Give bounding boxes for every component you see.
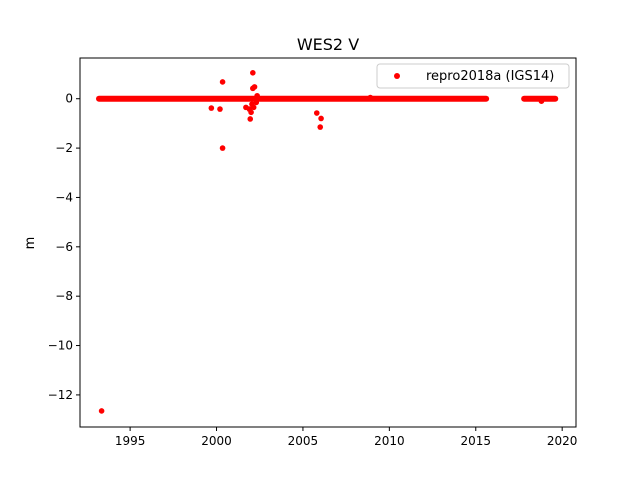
y-tick-label: −12 bbox=[48, 388, 73, 402]
plot-frame bbox=[79, 57, 577, 428]
dense-data-band bbox=[521, 95, 559, 102]
data-point bbox=[248, 109, 254, 116]
x-tick-label: 2020 bbox=[547, 434, 578, 448]
data-point bbox=[98, 408, 105, 414]
legend: repro2018a (IGS14) bbox=[376, 63, 570, 89]
data-point bbox=[254, 92, 260, 99]
data-point bbox=[219, 79, 226, 85]
data-point bbox=[317, 124, 324, 130]
chart-title: WES2 V bbox=[297, 35, 359, 54]
data-point bbox=[217, 106, 223, 112]
x-tick-label: 2000 bbox=[201, 434, 232, 448]
y-tick-label: −4 bbox=[55, 190, 73, 204]
data-point bbox=[250, 70, 256, 76]
dense-data-band bbox=[96, 95, 490, 102]
y-tick-label: −6 bbox=[55, 240, 73, 254]
data-point bbox=[219, 145, 226, 151]
data-point bbox=[367, 94, 374, 101]
x-tick-label: 2010 bbox=[374, 434, 405, 448]
y-tick-label: 0 bbox=[65, 92, 73, 106]
data-point bbox=[313, 110, 320, 116]
data-point bbox=[247, 116, 254, 122]
data-point bbox=[538, 98, 545, 104]
y-tick-label: −8 bbox=[55, 289, 73, 303]
legend-box bbox=[376, 63, 570, 89]
y-tick-label: −10 bbox=[48, 339, 73, 353]
data-point bbox=[208, 105, 215, 111]
y-axis-label: m bbox=[23, 237, 38, 250]
legend-label: repro2018a (IGS14) bbox=[426, 69, 554, 84]
y-tick-label: −2 bbox=[55, 141, 73, 155]
data-point bbox=[253, 99, 260, 106]
data-point bbox=[251, 84, 258, 90]
data-point bbox=[250, 104, 257, 111]
data-point bbox=[318, 115, 324, 122]
x-axis-ticks: 1995 2000 2005 2010 2015 2020 bbox=[115, 427, 578, 448]
x-tick-label: 1995 bbox=[115, 434, 146, 448]
legend-marker bbox=[394, 73, 400, 79]
x-tick-label: 2015 bbox=[460, 434, 491, 448]
data-marks bbox=[96, 70, 559, 414]
y-axis-ticks: 0 −2 −4 −6 −8 −10 −12 bbox=[48, 92, 80, 402]
x-tick-label: 2005 bbox=[288, 434, 319, 448]
